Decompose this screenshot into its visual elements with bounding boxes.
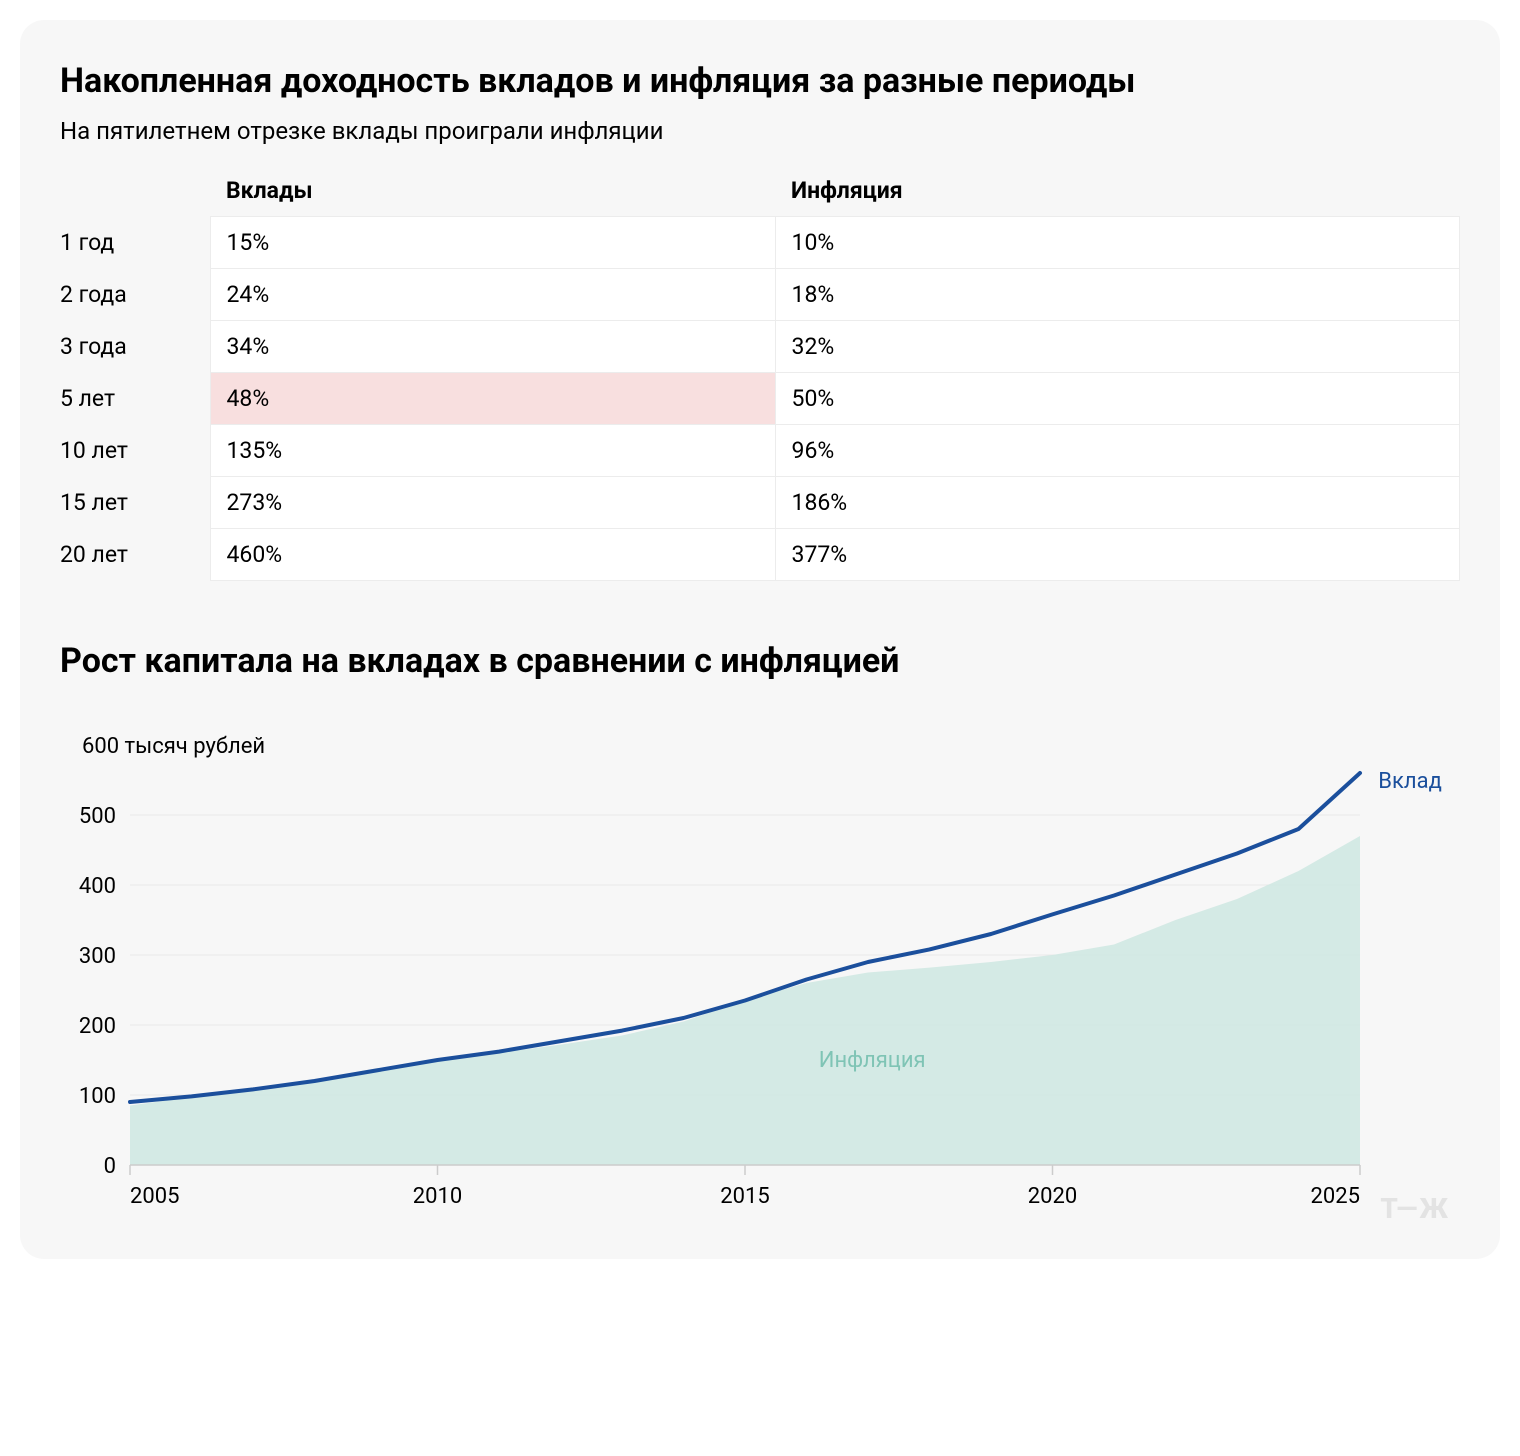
y-tick-label: 500: [79, 804, 116, 829]
table-deposits-cell: 15%: [210, 217, 775, 269]
table-period-cell: 1 год: [60, 217, 210, 269]
table-row: 5 лет48%50%: [60, 373, 1460, 425]
x-tick-label: 2005: [130, 1184, 179, 1209]
table-period-cell: 2 года: [60, 269, 210, 321]
x-tick-label: 2015: [720, 1184, 769, 1209]
card: Накопленная доходность вкладов и инфляци…: [20, 20, 1500, 1259]
y-tick-label: 200: [79, 1014, 116, 1039]
y-tick-label: 400: [79, 874, 116, 899]
chart-container: 0 100 200 300 400 500 600 тысяч рублей 2005 2010…: [60, 705, 1460, 1229]
table-row: 3 года34%32%: [60, 321, 1460, 373]
watermark: Т—Ж: [1380, 1192, 1450, 1225]
table-period-cell: 3 года: [60, 321, 210, 373]
header-empty: [60, 165, 210, 217]
table-title: Накопленная доходность вкладов и инфляци…: [60, 60, 1460, 103]
deposit-series-label: Вклад: [1378, 769, 1442, 794]
table-deposits-cell: 460%: [210, 529, 775, 581]
header-deposits: Вклады: [210, 165, 775, 217]
table-row: 1 год15%10%: [60, 217, 1460, 269]
y-axis-unit-label: 600 тысяч рублей: [82, 734, 265, 759]
table-inflation-cell: 18%: [775, 269, 1459, 321]
table-period-cell: 5 лет: [60, 373, 210, 425]
table-inflation-cell: 10%: [775, 217, 1459, 269]
y-tick-label: 300: [79, 944, 116, 969]
table-row: 15 лет273%186%: [60, 477, 1460, 529]
y-tick-label: 100: [79, 1084, 116, 1109]
table-inflation-cell: 96%: [775, 425, 1459, 477]
table-period-cell: 20 лет: [60, 529, 210, 581]
table-inflation-cell: 50%: [775, 373, 1459, 425]
table-row: 10 лет135%96%: [60, 425, 1460, 477]
table-inflation-cell: 377%: [775, 529, 1459, 581]
table-row: 2 года24%18%: [60, 269, 1460, 321]
table-deposits-cell: 48%: [210, 373, 775, 425]
table-inflation-cell: 32%: [775, 321, 1459, 373]
table-header-row: Вклады Инфляция: [60, 165, 1460, 217]
inflation-series-label: Инфляция: [819, 1048, 926, 1073]
table-wrap: Вклады Инфляция 1 год15%10%2 года24%18%3…: [60, 165, 1460, 582]
y-tick-label: 0: [104, 1154, 116, 1179]
table-period-cell: 10 лет: [60, 425, 210, 477]
chart-svg: 0 100 200 300 400 500 600 тысяч рублей 2005 2010…: [60, 705, 1460, 1225]
table-row: 20 лет460%377%: [60, 529, 1460, 581]
table-deposits-cell: 135%: [210, 425, 775, 477]
x-tick-label: 2010: [413, 1184, 462, 1209]
table-deposits-cell: 34%: [210, 321, 775, 373]
returns-table: Вклады Инфляция 1 год15%10%2 года24%18%3…: [60, 165, 1460, 582]
header-inflation: Инфляция: [775, 165, 1459, 217]
table-subtitle: На пятилетнем отрезке вклады проиграли и…: [60, 117, 1460, 145]
table-inflation-cell: 186%: [775, 477, 1459, 529]
table-period-cell: 15 лет: [60, 477, 210, 529]
x-tick-label: 2020: [1028, 1184, 1077, 1209]
table-deposits-cell: 273%: [210, 477, 775, 529]
chart-title: Рост капитала на вкладах в сравнении с и…: [60, 641, 1460, 681]
x-tick-label: 2025: [1311, 1184, 1360, 1209]
table-deposits-cell: 24%: [210, 269, 775, 321]
